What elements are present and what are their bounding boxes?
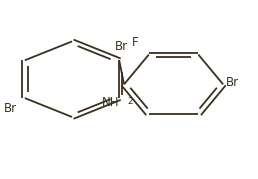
Text: Br: Br — [225, 76, 239, 89]
Text: F: F — [132, 36, 139, 49]
Text: Br: Br — [115, 40, 128, 53]
Text: 2: 2 — [128, 97, 133, 106]
Text: NH: NH — [102, 96, 119, 108]
Text: Br: Br — [3, 101, 17, 115]
